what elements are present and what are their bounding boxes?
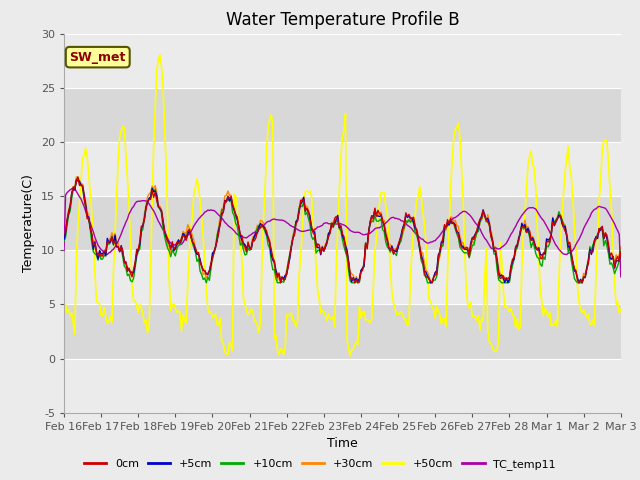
Bar bbox=[64, 142, 621, 196]
Text: SW_met: SW_met bbox=[70, 51, 126, 64]
Bar bbox=[64, 304, 621, 359]
Bar bbox=[64, 34, 621, 88]
Bar bbox=[64, 250, 621, 304]
Bar bbox=[64, 88, 621, 142]
X-axis label: Time: Time bbox=[327, 437, 358, 450]
Legend: 0cm, +5cm, +10cm, +30cm, +50cm, TC_temp11: 0cm, +5cm, +10cm, +30cm, +50cm, TC_temp1… bbox=[79, 455, 561, 474]
Title: Water Temperature Profile B: Water Temperature Profile B bbox=[225, 11, 460, 29]
Bar bbox=[64, 359, 621, 413]
Bar bbox=[64, 196, 621, 250]
Y-axis label: Temperature(C): Temperature(C) bbox=[22, 174, 35, 272]
